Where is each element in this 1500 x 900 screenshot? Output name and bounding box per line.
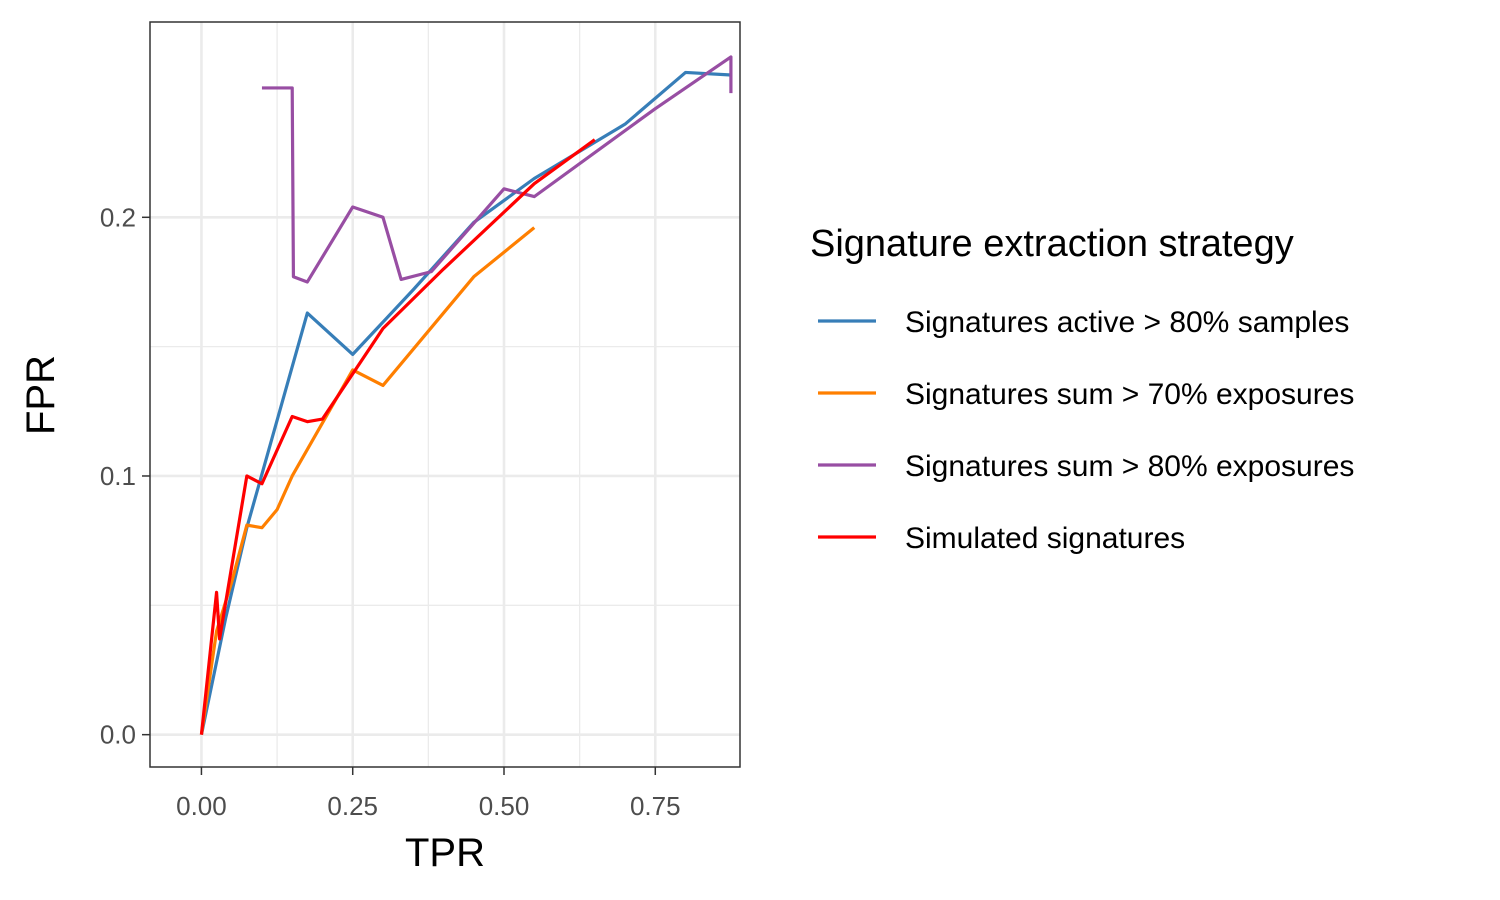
y-axis-ticks: 0.0 0.1 0.2	[100, 202, 150, 750]
grid-minor	[150, 22, 740, 767]
legend-label-2: Signatures sum > 70% exposures	[905, 378, 1354, 411]
y-axis-title: FPR	[19, 355, 63, 435]
x-tick-label: 0.50	[479, 791, 530, 821]
y-tick-label: 0.2	[100, 202, 136, 232]
legend-label-1: Signatures active > 80% samples	[905, 306, 1349, 339]
panel-border	[149, 21, 741, 768]
x-tick-label: 0.75	[630, 791, 681, 821]
y-tick-label: 0.1	[100, 461, 136, 491]
legend-label-4: Simulated signatures	[905, 522, 1185, 555]
legend-title: Signature extraction strategy	[810, 223, 1294, 265]
panel-background	[150, 22, 740, 767]
y-tick-label: 0.0	[100, 720, 136, 750]
x-tick-label: 0.25	[327, 791, 378, 821]
legend-label-3: Signatures sum > 80% exposures	[905, 450, 1354, 483]
x-axis-ticks: 0.00 0.25 0.50 0.75	[176, 767, 681, 821]
x-axis-title: TPR	[405, 831, 485, 875]
series-lines	[199, 55, 733, 735]
legend-items: Signatures active > 80% samples Signature…	[818, 306, 1354, 555]
x-tick-label: 0.00	[176, 791, 227, 821]
legend: Signature extraction strategy Signatures…	[810, 223, 1354, 555]
series-line-4	[199, 138, 596, 735]
series-line-3	[261, 55, 733, 284]
